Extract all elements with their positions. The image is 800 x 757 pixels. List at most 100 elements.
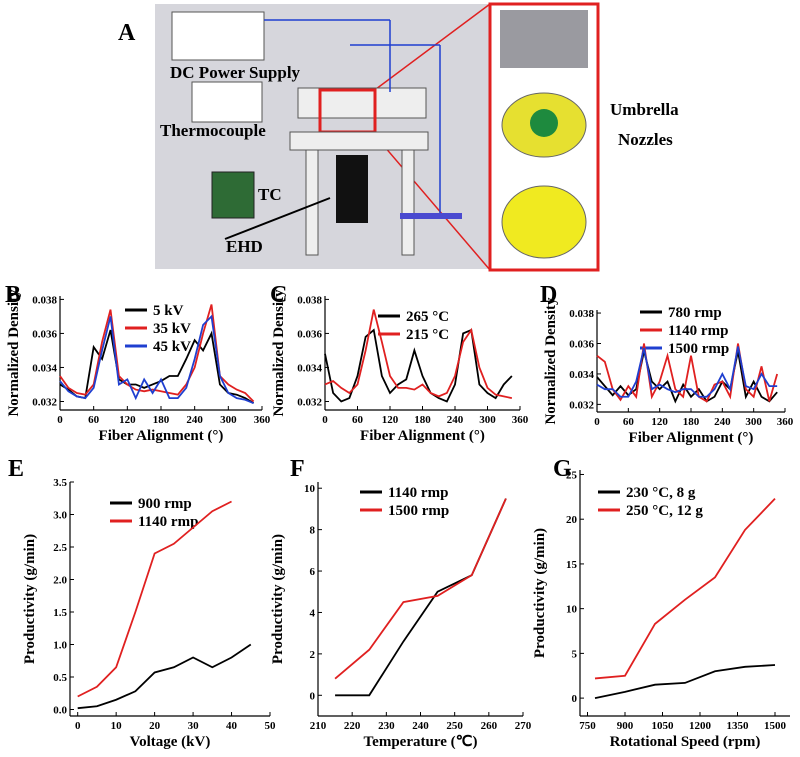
pointer — [224, 197, 331, 240]
y-tick-label: 0.034 — [32, 362, 57, 374]
y-tick-label: 0.032 — [297, 396, 322, 408]
x-tick-label: 0 — [75, 720, 81, 732]
diagram-label: DC Power Supply — [170, 63, 301, 82]
x-tick-label: 60 — [352, 414, 364, 426]
x-tick-label: 750 — [579, 720, 596, 732]
y-tick-label: 0.036 — [297, 328, 322, 340]
x-axis-title: Rotational Speed (rpm) — [610, 734, 761, 750]
y-tick-label: 0.034 — [569, 369, 594, 381]
zoom-line — [371, 131, 491, 271]
line-series — [59, 329, 255, 404]
x-tick-label: 300 — [745, 416, 762, 428]
x-tick-label: 180 — [414, 414, 431, 426]
x-tick-label: 1050 — [652, 720, 675, 732]
panel-label: F — [290, 456, 305, 482]
legend-label: 900 rmp — [138, 496, 192, 512]
diagram-label: TC — [258, 185, 282, 204]
x-tick-label: 300 — [220, 414, 237, 426]
y-tick-label: 15 — [566, 559, 578, 571]
legend-label: 1500 rmp — [668, 341, 729, 357]
legend-label: 1140 rmp — [388, 485, 448, 501]
y-tick-label: 0.5 — [53, 672, 67, 684]
y-tick-label: 3.0 — [53, 510, 67, 522]
y-tick-label: 0.036 — [32, 328, 57, 340]
y-tick-label: 3.5 — [53, 477, 67, 489]
legend-label: 215 °C — [406, 327, 449, 343]
x-tick-label: 240 — [447, 414, 464, 426]
nozzle-bottom — [501, 185, 587, 259]
y-tick-label: 8 — [310, 525, 316, 537]
x-tick-label: 240 — [186, 414, 203, 426]
collector — [400, 213, 462, 219]
y-tick-label: 6 — [310, 566, 316, 578]
x-tick-label: 180 — [153, 414, 170, 426]
tc-box — [211, 171, 255, 219]
y-tick-label: 0.036 — [569, 338, 594, 350]
table-top — [289, 131, 429, 151]
x-axis-title: Fiber Alignment (°) — [360, 428, 485, 444]
x-tick-label: 260 — [481, 720, 498, 732]
y-tick-label: 0.038 — [32, 294, 57, 306]
x-tick-label: 210 — [310, 720, 327, 732]
line-series — [77, 500, 232, 698]
diagram-label: Umbrella — [610, 100, 679, 119]
y-tick-label: 4 — [310, 607, 316, 619]
nozzle-core — [530, 109, 558, 137]
y-tick-label: 1.5 — [53, 607, 67, 619]
x-tick-label: 360 — [777, 416, 794, 428]
y-tick-label: 10 — [304, 483, 316, 495]
thermocouple-box — [191, 81, 263, 123]
chamber — [297, 87, 427, 119]
diagram-label: Thermocouple — [160, 121, 266, 140]
y-tick-label: 2.0 — [53, 575, 67, 587]
x-tick-label: 40 — [226, 720, 238, 732]
x-tick-label: 120 — [651, 416, 668, 428]
x-tick-label: 0 — [594, 416, 600, 428]
legend-label: 250 °C, 12 g — [626, 503, 703, 519]
line-series — [596, 346, 778, 398]
x-tick-label: 1350 — [727, 720, 750, 732]
y-tick-label: 0.038 — [297, 294, 322, 306]
chart: 0.0 0.5 1.0 1.5 2.0 2.5 3.0 3.5 0 10 20 30 40 50 Volta… — [8, 456, 276, 750]
x-tick-label: 0 — [57, 414, 63, 426]
zoom-line — [371, 3, 491, 93]
panel-label: A — [118, 20, 136, 46]
legend-label: 1140 rmp — [668, 323, 728, 339]
line-series — [596, 343, 779, 403]
y-tick-label: 2.5 — [53, 542, 67, 554]
y-tick-label: 25 — [566, 469, 578, 481]
x-tick-label: 250 — [446, 720, 463, 732]
x-tick-label: 1500 — [764, 720, 787, 732]
chart: 0 5 10 15 20 25 750 900 1050 1200 1350 1500Rotation… — [532, 456, 790, 750]
y-axis-title: Productivity (g/min) — [532, 528, 548, 658]
x-axis-title: Temperature (℃) — [364, 734, 478, 750]
diagram: A DC Power Supply Thermocouple TC EHD Um… — [118, 2, 679, 272]
x-tick-label: 180 — [683, 416, 700, 428]
y-tick-label: 10 — [566, 604, 578, 616]
x-axis-title: Fiber Alignment (°) — [629, 430, 754, 446]
line-series — [594, 498, 776, 680]
x-tick-label: 50 — [265, 720, 277, 732]
chart: 0.032 0.034 0.036 0.038 0 60 120 180 240 300 360 Fi… — [5, 282, 271, 444]
panel-label: G — [553, 456, 572, 482]
x-tick-label: 0 — [322, 414, 328, 426]
x-tick-label: 900 — [617, 720, 634, 732]
x-tick-label: 230 — [378, 720, 395, 732]
power-supply — [171, 11, 265, 61]
legend-label: 1500 rmp — [388, 503, 449, 519]
line-series — [335, 498, 507, 697]
chart: 0.032 0.034 0.036 0.038 0 60 120 180 240 300 360 Fi… — [540, 282, 794, 446]
x-tick-label: 20 — [149, 720, 161, 732]
y-tick-label: 0 — [310, 690, 316, 702]
x-tick-label: 10 — [111, 720, 123, 732]
y-axis-title: Normalized Density — [271, 289, 287, 417]
diagram-label: EHD — [226, 237, 263, 256]
legend-label: 5 kV — [153, 303, 184, 319]
x-tick-label: 30 — [188, 720, 200, 732]
legend-label: 45 kV — [153, 339, 191, 355]
panel-label: E — [8, 456, 24, 482]
x-tick-label: 300 — [479, 414, 496, 426]
chart: 0 2 4 6 8 10 210 220 230 240 250 260 270 Temperature … — [270, 456, 532, 750]
legend-label: 265 °C — [406, 309, 449, 325]
